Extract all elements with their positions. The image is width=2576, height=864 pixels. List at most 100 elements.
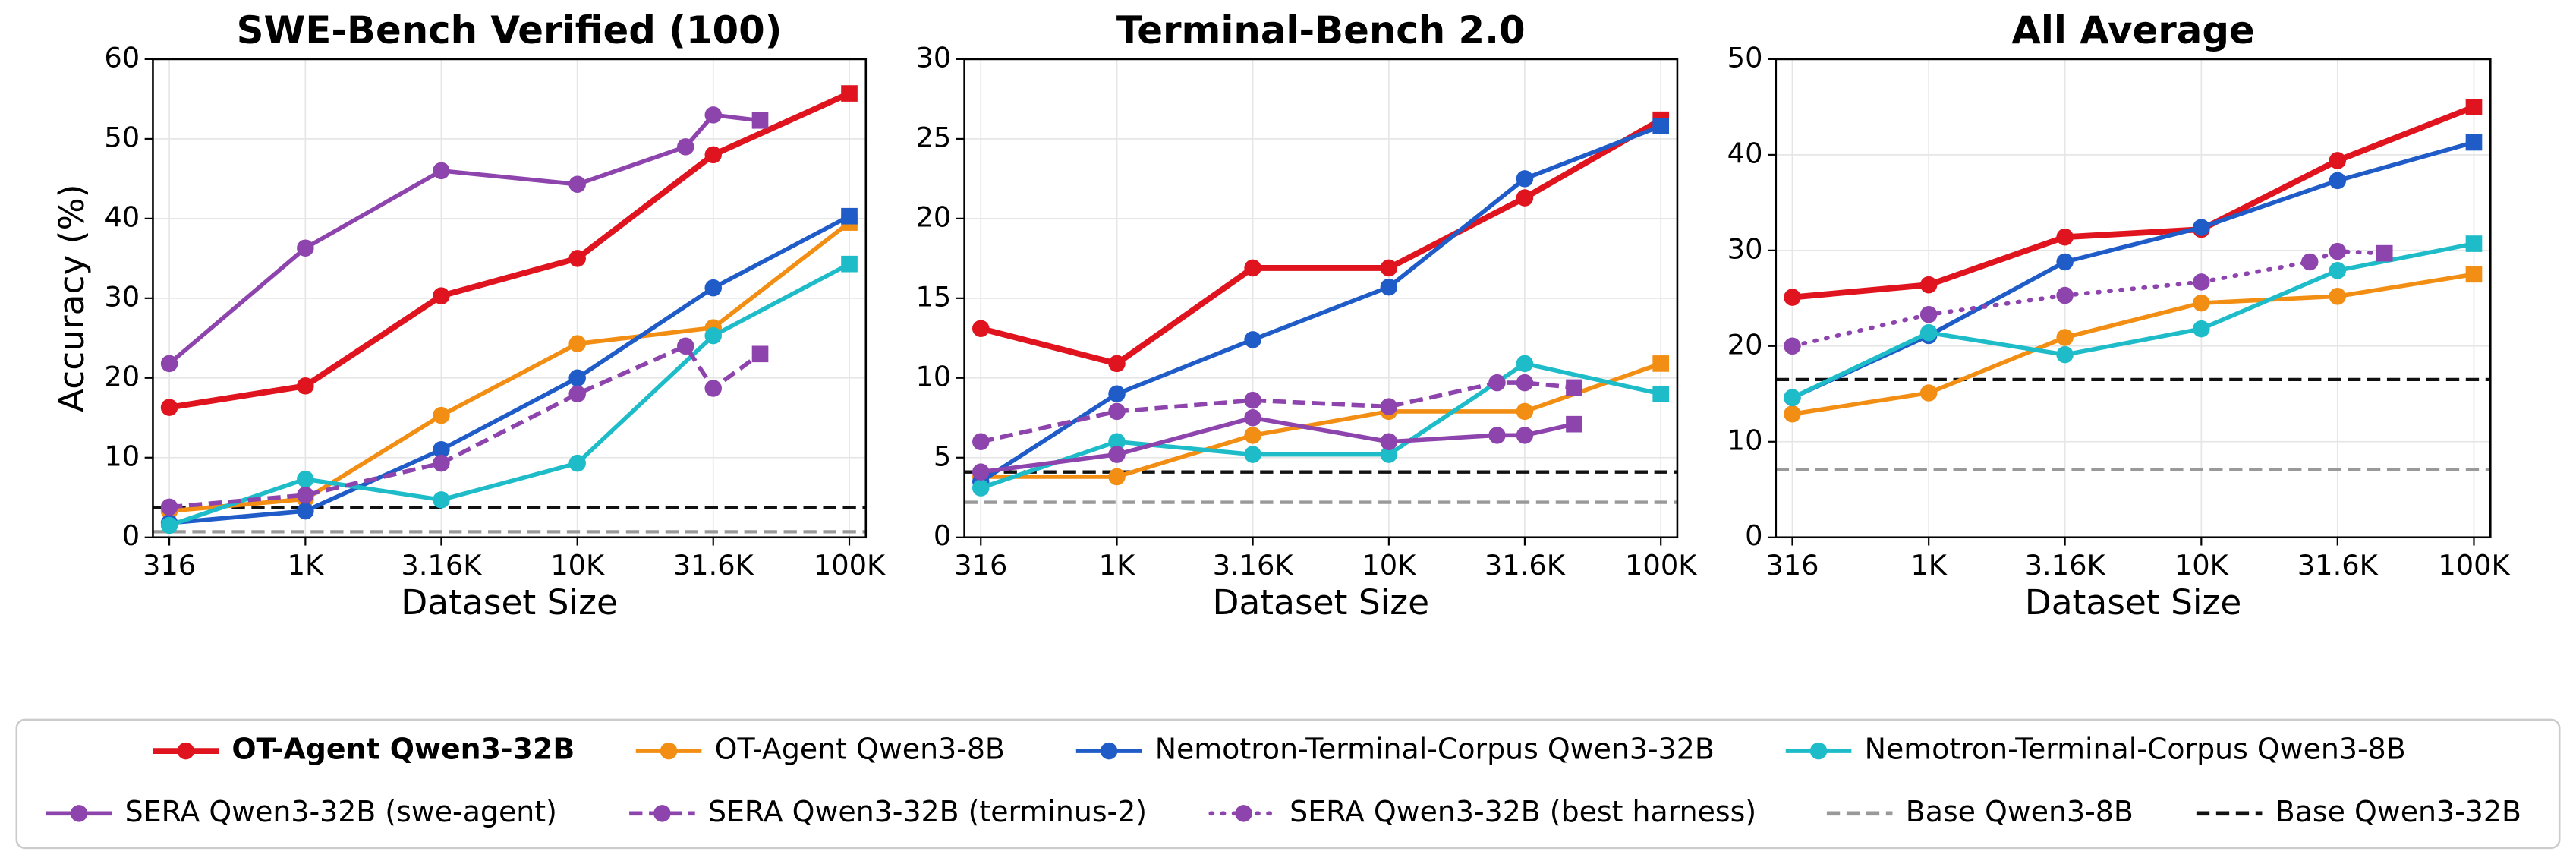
marker bbox=[704, 146, 722, 164]
marker bbox=[677, 138, 694, 156]
marker bbox=[2193, 294, 2210, 312]
marker bbox=[1108, 446, 1126, 463]
marker bbox=[704, 279, 722, 297]
marker bbox=[704, 106, 722, 124]
marker bbox=[677, 337, 694, 355]
marker bbox=[1244, 391, 1261, 409]
marker bbox=[433, 491, 450, 509]
y-tick-label: 40 bbox=[1727, 137, 1763, 169]
series-line bbox=[168, 214, 851, 525]
marker bbox=[1919, 305, 1938, 323]
marker bbox=[2329, 242, 2347, 260]
x-tick-label: 10K bbox=[2174, 549, 2229, 582]
marker bbox=[1784, 405, 1801, 423]
marker bbox=[2056, 228, 2074, 246]
marker bbox=[1488, 374, 1506, 392]
marker bbox=[704, 380, 722, 397]
marker bbox=[1784, 389, 1801, 407]
marker bbox=[1244, 446, 1261, 463]
marker bbox=[2329, 152, 2347, 169]
marker bbox=[2465, 99, 2483, 115]
marker bbox=[841, 85, 858, 102]
marker bbox=[2465, 134, 2483, 151]
y-tick-label: 20 bbox=[916, 200, 952, 233]
marker bbox=[1108, 385, 1126, 403]
marker bbox=[1516, 189, 1534, 207]
x-tick-label: 31.6K bbox=[2297, 549, 2379, 582]
series-line bbox=[1791, 140, 2475, 400]
x-tick-label: 316 bbox=[954, 549, 1007, 582]
marker bbox=[704, 326, 722, 345]
marker bbox=[2376, 244, 2393, 262]
marker bbox=[1244, 259, 1261, 277]
marker bbox=[433, 406, 450, 424]
marker bbox=[972, 433, 990, 451]
y-tick-label: 40 bbox=[104, 200, 140, 233]
y-axis-label: Accuracy (%) bbox=[52, 184, 92, 413]
y-tick-label: 30 bbox=[104, 280, 140, 313]
series-line bbox=[979, 124, 1662, 484]
axes-frame bbox=[152, 58, 868, 539]
x-tick-label: 3.16K bbox=[2025, 549, 2106, 582]
legend-label: Nemotron-Terminal-Corpus Qwen3-32B bbox=[1155, 733, 1715, 766]
marker bbox=[568, 335, 586, 352]
marker bbox=[1652, 385, 1670, 402]
marker bbox=[160, 355, 178, 373]
marker bbox=[568, 175, 586, 193]
series-line bbox=[980, 361, 1661, 490]
legend-marker bbox=[1235, 805, 1252, 822]
marker bbox=[1108, 433, 1126, 451]
chart-title: All Average bbox=[2011, 8, 2254, 52]
marker bbox=[1488, 427, 1506, 444]
legend-marker bbox=[177, 742, 194, 760]
legend-label: Nemotron-Terminal-Corpus Qwen3-8B bbox=[1865, 733, 2406, 766]
x-tick-label: 100K bbox=[1625, 549, 1697, 582]
marker bbox=[433, 287, 450, 304]
series-line bbox=[1792, 104, 2475, 301]
marker bbox=[568, 369, 586, 387]
marker bbox=[1516, 402, 1534, 421]
y-tick-label: 30 bbox=[916, 41, 952, 74]
marker bbox=[1784, 289, 1801, 306]
x-axis-label: Dataset Size bbox=[401, 582, 618, 623]
marker bbox=[1380, 446, 1398, 463]
x-tick-label: 31.6K bbox=[1485, 549, 1566, 582]
legend-label: Base Qwen3-32B bbox=[2275, 795, 2521, 828]
y-tick-label: 50 bbox=[104, 121, 140, 153]
y-tick-label: 25 bbox=[916, 121, 952, 153]
marker bbox=[2329, 172, 2347, 190]
x-tick-label: 1K bbox=[1910, 549, 1947, 582]
chart-title: SWE-Bench Verified (100) bbox=[237, 8, 783, 52]
marker bbox=[2329, 288, 2347, 305]
legend-label: SERA Qwen3-32B (swe-agent) bbox=[125, 795, 557, 828]
legend-marker bbox=[1100, 742, 1118, 760]
y-tick-label: 15 bbox=[916, 280, 952, 313]
series-line bbox=[1792, 272, 2474, 417]
y-tick-label: 0 bbox=[934, 519, 951, 552]
y-tick-label: 0 bbox=[122, 519, 140, 552]
marker bbox=[160, 498, 178, 516]
marker bbox=[1516, 170, 1534, 188]
marker bbox=[1516, 427, 1534, 444]
marker bbox=[2193, 219, 2210, 236]
marker bbox=[841, 255, 858, 273]
marker bbox=[2056, 253, 2074, 271]
y-tick-label: 50 bbox=[1727, 41, 1763, 74]
y-tick-label: 10 bbox=[104, 440, 140, 472]
x-tick-label: 1K bbox=[1099, 549, 1135, 582]
legend-marker bbox=[1809, 742, 1828, 760]
marker bbox=[297, 377, 314, 395]
chart-title: Terminal-Bench 2.0 bbox=[1116, 8, 1526, 52]
y-tick-label: 10 bbox=[916, 360, 952, 393]
marker bbox=[160, 516, 178, 534]
marker bbox=[2056, 345, 2074, 364]
marker bbox=[1516, 355, 1534, 373]
series-line bbox=[168, 90, 851, 411]
series-line bbox=[168, 343, 762, 509]
legend-label: SERA Qwen3-32B (best harness) bbox=[1290, 795, 1756, 828]
marker bbox=[297, 239, 314, 257]
x-tick-label: 10K bbox=[550, 549, 605, 582]
marker bbox=[1919, 323, 1938, 342]
marker bbox=[297, 502, 314, 520]
